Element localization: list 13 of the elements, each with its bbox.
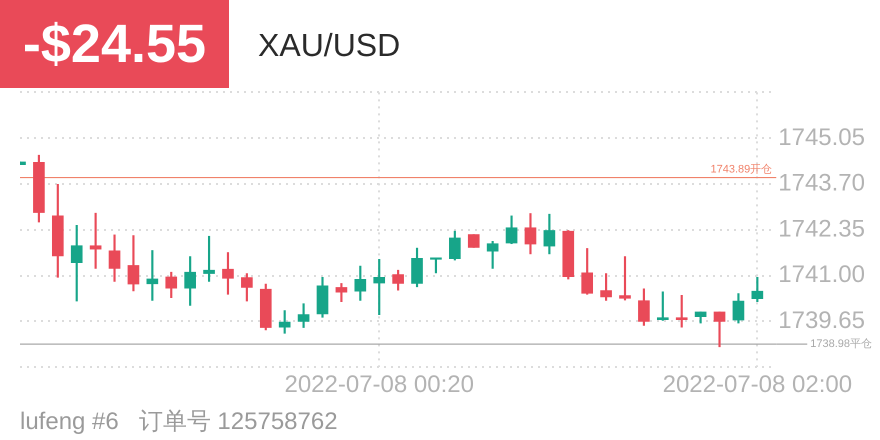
y-tick-label: 1741.00 <box>778 261 866 288</box>
x-tick-label: 2022-07-08 02:00 <box>662 371 852 398</box>
y-tick-label: 1743.70 <box>778 170 866 197</box>
ref-line-label: 1738.98平仓 <box>810 338 872 350</box>
text: lufeng #6 订单号 125758762 <box>20 408 338 436</box>
y-tick-label: 1739.65 <box>778 307 866 334</box>
x-tick-label: 2022-07-08 00:20 <box>284 371 474 398</box>
text: -$24.55 <box>22 14 206 74</box>
candlestick <box>468 234 480 248</box>
y-tick-label: 1745.05 <box>778 124 866 151</box>
y-tick-label: 1742.35 <box>778 215 866 242</box>
chart-title: XAU/USD <box>258 26 400 65</box>
ref-line-label: 1743.89开仓 <box>710 164 772 176</box>
